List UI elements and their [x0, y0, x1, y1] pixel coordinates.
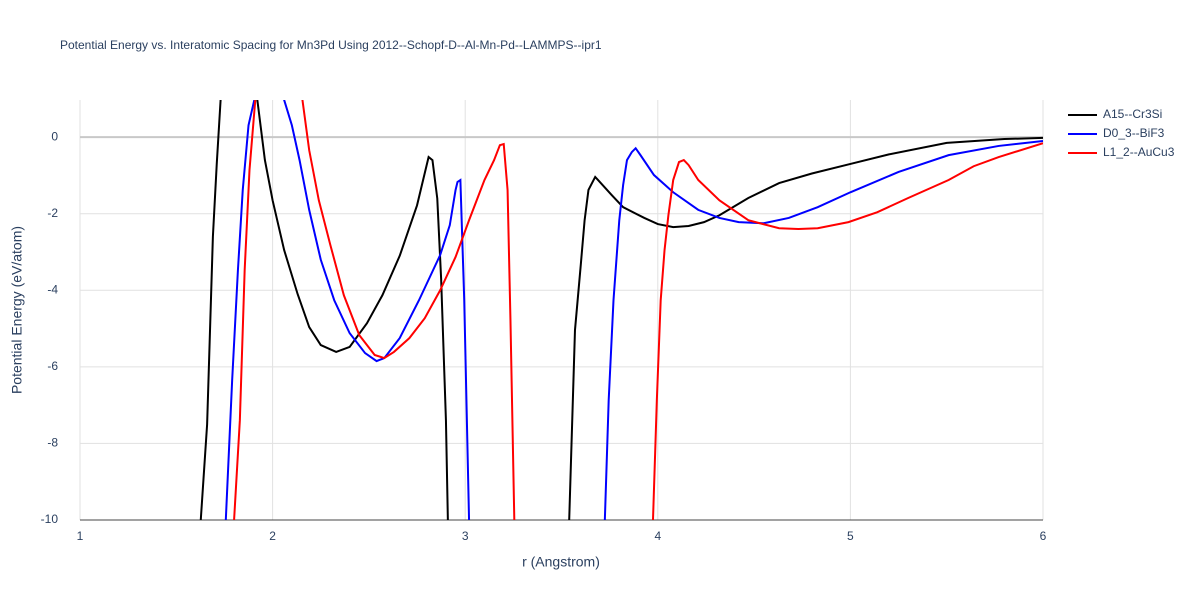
y-axis-title: Potential Energy (eV/atom) — [9, 226, 25, 394]
y-tick-label: -2 — [47, 206, 58, 220]
legend: A15--Cr3Si D0_3--BiF3 L1_2--AuCu3 — [1068, 107, 1175, 159]
legend-label: D0_3--BiF3 — [1103, 126, 1165, 140]
legend-label: A15--Cr3Si — [1103, 107, 1162, 121]
y-tick-label: -10 — [41, 512, 59, 526]
series-line — [233, 100, 1043, 520]
grid: 1 2 3 4 5 6 -10 -8 -6 -4 -2 0 — [41, 100, 1047, 543]
chart-title: Potential Energy vs. Interatomic Spacing… — [60, 38, 602, 52]
series-line — [224, 100, 1043, 520]
plot-area — [199, 100, 1043, 520]
y-tick-label: -6 — [47, 359, 58, 373]
y-tick-label: 0 — [51, 129, 58, 143]
series-line — [199, 100, 1043, 520]
x-tick-label: 1 — [77, 529, 84, 543]
x-tick-label: 6 — [1040, 529, 1047, 543]
x-tick-label: 3 — [462, 529, 469, 543]
x-axis-title: r (Angstrom) — [522, 554, 600, 570]
x-tick-label: 5 — [847, 529, 854, 543]
x-tick-label: 4 — [654, 529, 661, 543]
legend-label: L1_2--AuCu3 — [1103, 145, 1175, 159]
x-tick-label: 2 — [269, 529, 276, 543]
y-tick-label: -4 — [47, 282, 58, 296]
y-tick-label: -8 — [47, 436, 58, 450]
